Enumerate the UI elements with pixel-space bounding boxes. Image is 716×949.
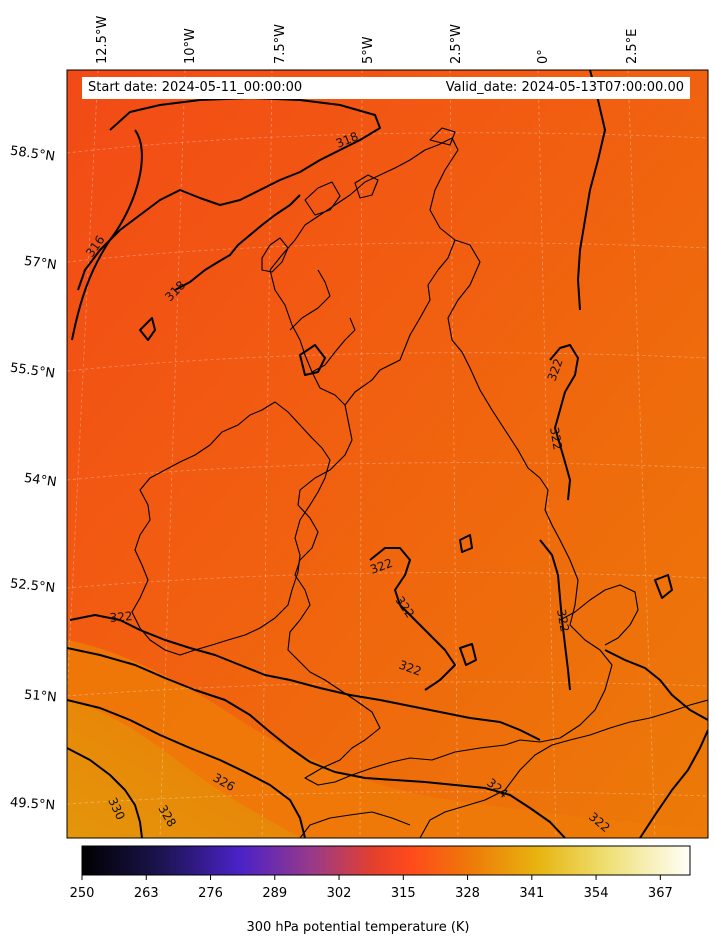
- lat-label: 49.5°N: [10, 795, 56, 813]
- lat-label: 58.5°N: [9, 144, 56, 165]
- great-britain-coast: [287, 239, 613, 786]
- continent-coast: [419, 699, 708, 838]
- temperature-field: 318 316 318 322 322 322 322 322 322 322 …: [67, 70, 708, 838]
- lon-label: 10°W: [183, 28, 198, 64]
- lat-label: 54°N: [23, 471, 58, 490]
- colorbar-tick-label: 276: [198, 886, 223, 901]
- date-header: Start date: 2024-05-11_00:00:00 Valid_da…: [82, 77, 690, 99]
- lon-label: 7.5°W: [273, 24, 288, 64]
- colorbar-tick-label: 367: [648, 886, 673, 901]
- colorbar-ticks: 250 263 276 289 302 315 328 341 354 367: [70, 875, 673, 901]
- coastlines: [131, 127, 708, 838]
- valid-date-label: Valid_date: 2024-05-13T07:00:00.00: [445, 80, 684, 95]
- scotland-west-coast: [269, 137, 459, 406]
- lon-label: 2.5°E: [625, 29, 640, 64]
- colorbar-tick-label: 250: [70, 886, 95, 901]
- colorbar-tick-label: 315: [391, 886, 416, 901]
- contour-label: 322: [109, 609, 133, 625]
- lat-label: 57°N: [23, 254, 58, 273]
- lat-label: 55.5°N: [9, 361, 56, 382]
- colorbar-tick-label: 302: [327, 886, 352, 901]
- colorbar-tick-label: 341: [519, 886, 544, 901]
- contour-label: 322: [554, 608, 572, 633]
- map-frame: [66, 69, 709, 839]
- lon-label: 12.5°W: [95, 16, 110, 64]
- isotherms: [67, 70, 708, 838]
- longitude-labels: 12.5°W 10°W 7.5°W 5°W 2.5°W 0° 2.5°E: [95, 16, 640, 64]
- colorbar-tick-label: 354: [584, 886, 609, 901]
- colorbar-tick-label: 263: [134, 886, 159, 901]
- colorbar-tick-label: 289: [262, 886, 287, 901]
- lat-label: 52.5°N: [9, 576, 55, 596]
- contour-label: 322: [547, 426, 565, 451]
- latitude-labels: 58.5°N 57°N 55.5°N 54°N 52.5°N 51°N 49.5…: [9, 144, 57, 814]
- ireland-coast: [131, 401, 331, 656]
- start-date-label: Start date: 2024-05-11_00:00:00: [88, 80, 303, 95]
- colorbar-title: 300 hPa potential temperature (K): [246, 920, 470, 935]
- lon-label: 0°: [536, 49, 551, 64]
- lat-label: 51°N: [23, 688, 57, 706]
- lon-label: 2.5°W: [449, 24, 464, 64]
- colorbar: [81, 845, 691, 876]
- colorbar-tick-label: 328: [455, 886, 480, 901]
- lon-label: 5°W: [361, 36, 376, 64]
